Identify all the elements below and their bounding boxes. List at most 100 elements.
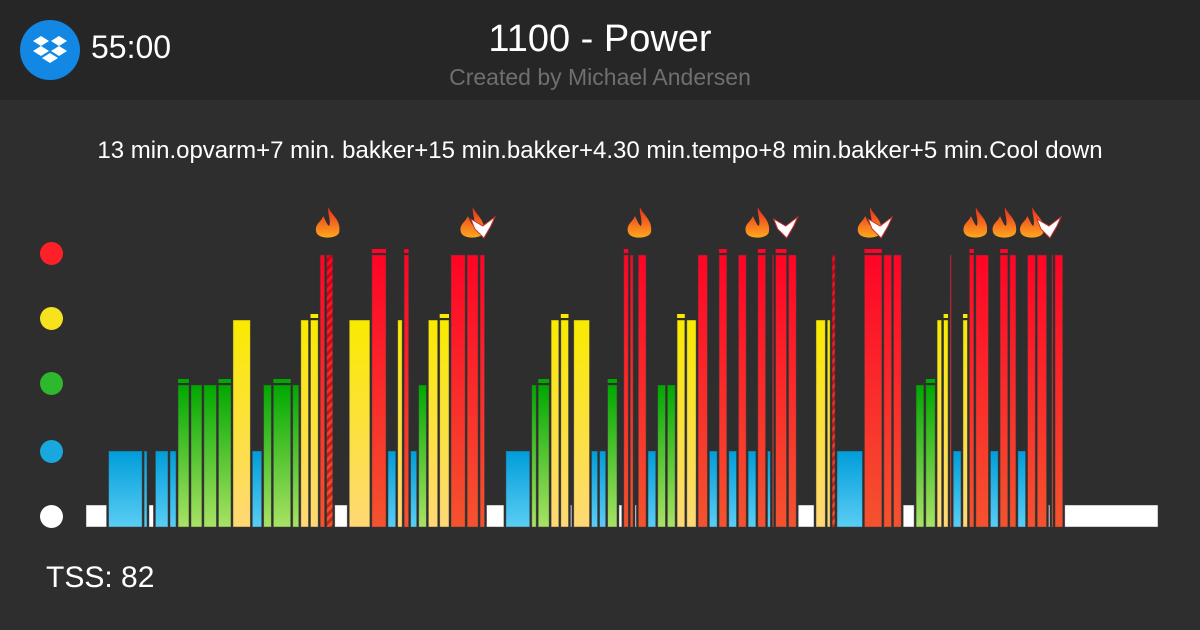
interval-bar-zone-2[interactable]: [169, 450, 177, 528]
interval-peak-cap: [560, 314, 569, 318]
interval-bar-zone-5[interactable]: [718, 254, 728, 528]
interval-bar-zone-2[interactable]: [143, 450, 148, 528]
interval-bar-zone-2[interactable]: [155, 450, 169, 528]
interval-bar-zone-2[interactable]: [108, 450, 143, 528]
interval-bar-zone-5[interactable]: [1036, 254, 1047, 528]
interval-bar-zone-2[interactable]: [599, 450, 607, 528]
interval-bar-zone-1[interactable]: [618, 504, 623, 528]
interval-bar-zone-2[interactable]: [709, 450, 718, 528]
interval-bar-zone-4[interactable]: [936, 319, 942, 528]
interval-bar-zone-2[interactable]: [728, 450, 737, 528]
interval-bar-zone-5[interactable]: [1054, 254, 1064, 528]
interval-bar-zone-5[interactable]: [949, 254, 952, 528]
interval-bar-zone-3[interactable]: [218, 384, 232, 528]
interval-bar-zone-1[interactable]: [1048, 504, 1051, 528]
interval-bar-zone-3[interactable]: [177, 384, 190, 528]
interval-bar-zone-3[interactable]: [925, 384, 936, 528]
interval-bar-zone-2[interactable]: [251, 450, 263, 528]
interval-peak-cap: [310, 314, 319, 318]
interval-bar-zone-3[interactable]: [203, 384, 217, 528]
flame-icon: [963, 207, 988, 238]
interval-peak-cap: [925, 379, 936, 383]
interval-bar-zone-3[interactable]: [657, 384, 666, 528]
interval-bar-zone-3[interactable]: [537, 384, 550, 528]
interval-bar-zone-2[interactable]: [387, 450, 397, 528]
interval-bar-zone-2[interactable]: [591, 450, 598, 528]
interval-bar-zone-3[interactable]: [418, 384, 427, 528]
owl-icon: [867, 215, 894, 239]
interval-bar-zone-5[interactable]: [623, 254, 629, 528]
interval-bar-zone-4[interactable]: [573, 319, 590, 528]
interval-bar-zone-4[interactable]: [826, 319, 831, 528]
interval-bar-zone-2[interactable]: [410, 450, 418, 528]
interval-bar-zone-5[interactable]: [864, 254, 883, 528]
interval-bar-zone-5[interactable]: [697, 254, 708, 528]
interval-bar-zone-3[interactable]: [190, 384, 203, 528]
interval-bar-zone-4[interactable]: [962, 319, 968, 528]
interval-bar-zone-4[interactable]: [686, 319, 697, 528]
interval-bar-zone-1[interactable]: [334, 504, 348, 528]
interval-bar-zone-5[interactable]: [738, 254, 747, 528]
interval-bar-zone-1[interactable]: [486, 504, 505, 528]
interval-bar-zone-5[interactable]: [479, 254, 485, 528]
interval-bar-zone-5[interactable]: [319, 254, 326, 528]
interval-bar-zone-1[interactable]: [85, 504, 108, 528]
interval-bar-zone-2[interactable]: [990, 450, 999, 528]
interval-bar-zone-2[interactable]: [836, 450, 863, 528]
interval-bar-zone-5[interactable]: [1027, 254, 1036, 528]
interval-bar-zone-4[interactable]: [439, 319, 450, 528]
interval-bar-zone-2[interactable]: [1017, 450, 1026, 528]
interval-bar-zone-5[interactable]: [975, 254, 989, 528]
interval-bar-zone-2[interactable]: [747, 450, 757, 528]
interval-bar-zone-5[interactable]: [757, 254, 766, 528]
interval-bar-zone-4[interactable]: [397, 319, 403, 528]
interval-bar-zone-1[interactable]: [902, 504, 915, 528]
zone-2-dot: [40, 440, 63, 463]
interval-bar-zone-5[interactable]: [629, 254, 634, 528]
interval-bar-zone-4[interactable]: [348, 319, 371, 528]
interval-bar-zone-3[interactable]: [292, 384, 300, 528]
interval-bar-zone-5[interactable]: [637, 254, 647, 528]
interval-bar-zone-1[interactable]: [148, 504, 154, 528]
interval-bar-zone-5[interactable]: [999, 254, 1009, 528]
interval-bar-zone-4[interactable]: [550, 319, 560, 528]
interval-bar-zone-2[interactable]: [767, 450, 771, 528]
interval-bar-zone-4[interactable]: [943, 319, 949, 528]
interval-bar-zone-1[interactable]: [797, 504, 815, 528]
interval-bar-zone-3[interactable]: [531, 384, 537, 528]
interval-bar-zone-3[interactable]: [272, 384, 292, 528]
interval-bar-zone-2[interactable]: [952, 450, 962, 528]
interval-bar-zone-1[interactable]: [570, 504, 573, 528]
interval-bar-zone-1[interactable]: [634, 504, 637, 528]
interval-bar-zone-5[interactable]: [969, 254, 975, 528]
flame-icon: [992, 207, 1017, 238]
zone-5-dot: [40, 242, 63, 265]
interval-bar-zone-5[interactable]: [1051, 254, 1054, 528]
interval-bar-zone-1[interactable]: [1064, 504, 1159, 528]
interval-bar-zone-4[interactable]: [232, 319, 251, 528]
interval-bar-zone-5[interactable]: [788, 254, 797, 528]
interval-bar-zone-2[interactable]: [647, 450, 657, 528]
interval-bar-zone-4[interactable]: [815, 319, 826, 528]
interval-bar-zone-5[interactable]: [775, 254, 787, 528]
interval-bar-zone-2[interactable]: [505, 450, 531, 528]
interval-bar-zone-4[interactable]: [427, 319, 439, 528]
interval-bar-zone-5[interactable]: [403, 254, 410, 528]
interval-bar-zone-4[interactable]: [310, 319, 319, 528]
interval-bar-zone-5[interactable]: [771, 254, 775, 528]
interval-bar-zone-4[interactable]: [560, 319, 569, 528]
interval-bar-zone-5[interactable]: [371, 254, 387, 528]
interval-bar-zone-5[interactable]: [1009, 254, 1017, 528]
interval-bar-zone-4[interactable]: [300, 319, 309, 528]
flame-icon: [627, 207, 652, 238]
interval-bar-zone-3[interactable]: [263, 384, 272, 528]
interval-bar-zone-5[interactable]: [466, 254, 479, 528]
interval-bar-zone-3[interactable]: [915, 384, 925, 528]
interval-bar-zone-4[interactable]: [676, 319, 686, 528]
interval-bar-zone-5[interactable]: [450, 254, 466, 528]
interval-bar-zone-5[interactable]: [883, 254, 892, 528]
interval-bar-zone-3[interactable]: [667, 384, 676, 528]
interval-bar-zone-5[interactable]: [893, 254, 902, 528]
interval-bar-zone-3[interactable]: [607, 384, 618, 528]
dropbox-icon[interactable]: [20, 20, 80, 80]
